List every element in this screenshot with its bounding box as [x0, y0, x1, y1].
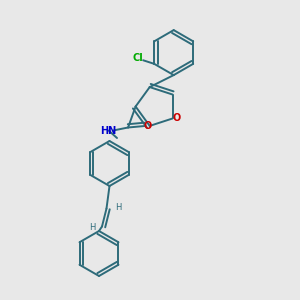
Text: HN: HN [100, 125, 117, 136]
Text: O: O [173, 113, 181, 124]
Text: Cl: Cl [132, 53, 143, 63]
Text: O: O [143, 121, 152, 131]
Text: H: H [115, 202, 121, 211]
Text: H: H [89, 224, 96, 232]
